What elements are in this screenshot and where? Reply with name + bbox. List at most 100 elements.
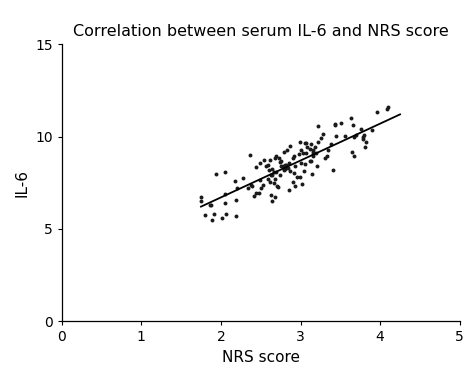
Point	[221, 169, 229, 175]
Point	[231, 177, 238, 183]
Point	[313, 151, 320, 156]
Point	[277, 163, 284, 169]
Point	[324, 147, 331, 153]
Point	[232, 197, 240, 203]
Point	[303, 145, 310, 151]
Point	[299, 150, 307, 156]
Point	[309, 154, 317, 159]
Point	[248, 183, 255, 189]
Point	[298, 182, 306, 187]
Point	[269, 166, 276, 172]
Point	[384, 104, 392, 110]
Point	[307, 158, 314, 164]
Point	[311, 144, 319, 149]
Point	[266, 157, 274, 163]
Point	[289, 155, 297, 161]
Point	[331, 123, 338, 128]
Point	[266, 179, 273, 185]
Point	[264, 162, 272, 168]
Point	[277, 158, 285, 164]
Point	[331, 121, 338, 127]
Point	[292, 163, 299, 169]
Point	[276, 159, 284, 165]
Point	[281, 149, 288, 155]
Point	[270, 169, 277, 175]
Point	[272, 155, 279, 161]
Point	[309, 147, 317, 153]
Point	[247, 182, 255, 187]
Point	[233, 213, 240, 219]
Point	[267, 192, 274, 198]
Point	[301, 140, 309, 146]
Title: Correlation between serum IL-6 and NRS score: Correlation between serum IL-6 and NRS s…	[73, 24, 448, 39]
Point	[310, 149, 317, 155]
Point	[256, 160, 264, 166]
Point	[279, 163, 287, 169]
Point	[301, 161, 309, 167]
Point	[327, 141, 335, 147]
Point	[197, 197, 205, 203]
Point	[352, 132, 359, 138]
Point	[270, 180, 278, 186]
Point	[268, 198, 275, 204]
Point	[286, 168, 294, 174]
Point	[268, 172, 275, 178]
Point	[264, 176, 272, 182]
Point	[349, 122, 356, 128]
Point	[360, 132, 368, 138]
Point	[282, 162, 289, 168]
Point	[262, 163, 269, 169]
Point	[207, 202, 215, 208]
Point	[221, 200, 229, 206]
Point	[323, 153, 330, 159]
Point	[250, 193, 258, 199]
Point	[350, 153, 358, 159]
Point	[342, 133, 349, 139]
Point	[297, 147, 305, 153]
Point	[348, 149, 356, 155]
Point	[368, 127, 376, 133]
Point	[306, 146, 314, 152]
Point	[374, 108, 381, 114]
Point	[317, 135, 325, 141]
Point	[208, 217, 216, 223]
Point	[210, 211, 218, 217]
Point	[357, 126, 365, 132]
Point	[281, 167, 288, 173]
Point	[362, 139, 370, 145]
Point	[286, 143, 293, 149]
Point	[221, 191, 229, 197]
Point	[257, 185, 265, 191]
Point	[233, 184, 241, 190]
Point	[351, 134, 358, 140]
Point	[244, 185, 252, 191]
Point	[283, 147, 291, 153]
Point	[264, 168, 272, 173]
Point	[296, 139, 303, 145]
Point	[273, 154, 280, 159]
Point	[252, 164, 259, 170]
Point	[197, 194, 205, 200]
Point	[246, 152, 254, 158]
Point	[314, 123, 322, 129]
Point	[256, 177, 264, 183]
Point	[321, 155, 329, 161]
Point	[255, 190, 263, 196]
Point	[301, 168, 308, 173]
Point	[252, 190, 260, 196]
Point	[307, 141, 314, 146]
Y-axis label: IL-6: IL-6	[14, 169, 29, 197]
Point	[302, 140, 310, 146]
Point	[359, 134, 366, 140]
Point	[275, 155, 283, 161]
Point	[273, 183, 281, 189]
Point	[297, 174, 304, 180]
Point	[276, 172, 284, 178]
Point	[306, 158, 314, 163]
Point	[285, 187, 292, 193]
Point	[268, 172, 275, 178]
Point	[239, 175, 246, 181]
Point	[314, 139, 322, 145]
Point	[310, 151, 317, 156]
Point	[212, 171, 220, 177]
